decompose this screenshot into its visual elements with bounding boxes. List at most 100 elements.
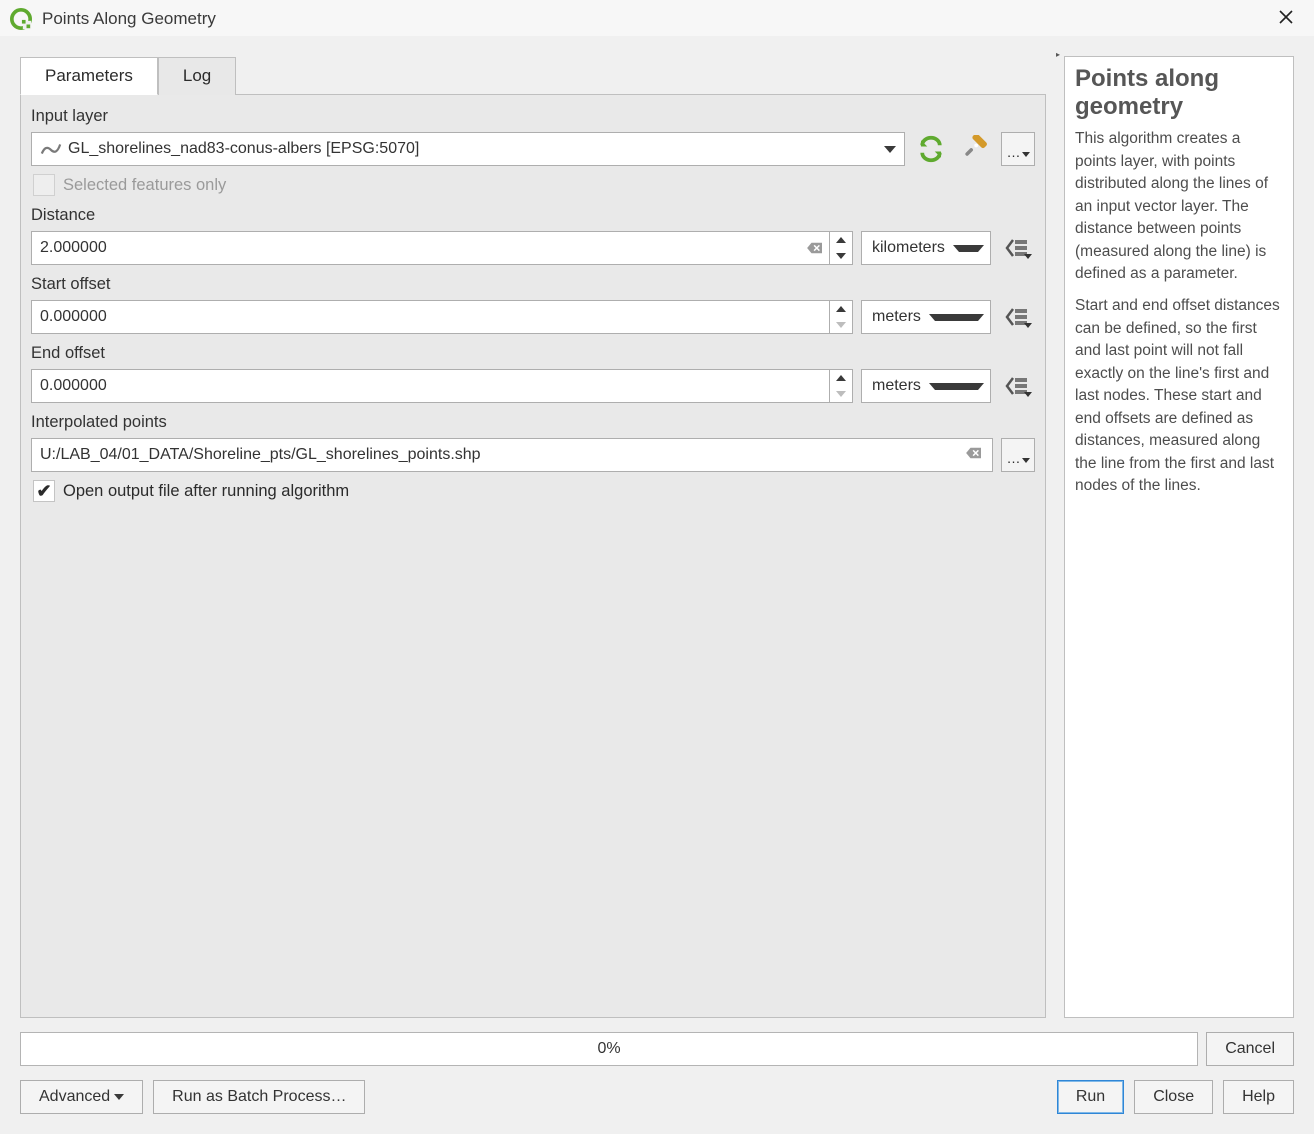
progress-bar: 0%: [20, 1032, 1198, 1066]
selected-features-label: Selected features only: [63, 176, 226, 195]
distance-units-value: kilometers: [872, 239, 945, 257]
data-defined-button[interactable]: [999, 369, 1035, 403]
run-button[interactable]: Run: [1057, 1080, 1124, 1114]
interpolated-row: U:/LAB_04/01_DATA/Shoreline_pts/GL_shore…: [31, 436, 1035, 474]
help-panel: Points along geometry This algorithm cre…: [1064, 56, 1294, 1018]
close-icon[interactable]: [1266, 8, 1306, 31]
chevron-down-icon: [929, 314, 984, 321]
clear-icon-placeholder: [801, 300, 829, 334]
spin-up-icon[interactable]: [830, 232, 852, 248]
end-offset-units-combo[interactable]: meters: [861, 369, 991, 403]
end-offset-spinbox: [31, 369, 853, 403]
selected-features-checkbox: [33, 174, 55, 196]
help-paragraph-2: Start and end offset distances can be de…: [1075, 295, 1283, 497]
end-offset-spin-arrows[interactable]: [829, 369, 853, 403]
splitter-handle[interactable]: [1052, 56, 1058, 1018]
chevron-down-icon: [114, 1094, 124, 1100]
spin-down-icon[interactable]: [830, 248, 852, 264]
open-output-label: Open output file after running algorithm: [63, 482, 349, 501]
distance-units-combo[interactable]: kilometers: [861, 231, 991, 265]
button-spacer: [375, 1080, 1046, 1114]
end-offset-row: meters: [31, 367, 1035, 405]
input-layer-combo[interactable]: GL_shorelines_nad83-conus-albers [EPSG:5…: [31, 132, 905, 166]
distance-spinbox: [31, 231, 853, 265]
chevron-down-icon: [1024, 254, 1032, 259]
chevron-down-icon: [953, 245, 984, 252]
progress-text: 0%: [598, 1040, 621, 1058]
run-batch-label: Run as Batch Process…: [172, 1088, 346, 1106]
start-offset-spinbox: [31, 300, 853, 334]
help-button[interactable]: Help: [1223, 1080, 1294, 1114]
advanced-label: Advanced: [39, 1088, 110, 1106]
run-batch-button[interactable]: Run as Batch Process…: [153, 1080, 365, 1114]
left-pane: Parameters Log Input layer GL_shorelines…: [20, 56, 1046, 1018]
distance-row: kilometers: [31, 229, 1035, 267]
interpolated-input[interactable]: U:/LAB_04/01_DATA/Shoreline_pts/GL_shore…: [31, 438, 993, 472]
tab-parameters-label: Parameters: [45, 66, 133, 85]
open-output-checkbox[interactable]: ✔: [33, 480, 55, 502]
end-offset-units-value: meters: [872, 377, 921, 395]
cancel-button[interactable]: Cancel: [1206, 1032, 1294, 1066]
clear-icon-placeholder: [801, 369, 829, 403]
chevron-down-icon: [1022, 152, 1030, 157]
spin-up-icon[interactable]: [830, 370, 852, 386]
input-layer-value: GL_shorelines_nad83-conus-albers [EPSG:5…: [68, 140, 874, 158]
qgis-logo-icon: [10, 8, 32, 30]
spin-down-icon[interactable]: [830, 317, 852, 333]
tab-log-label: Log: [183, 66, 211, 85]
chevron-down-icon: [1024, 392, 1032, 397]
end-offset-input[interactable]: [31, 369, 801, 403]
end-offset-label: End offset: [31, 340, 1035, 367]
data-defined-button[interactable]: [999, 300, 1035, 334]
help-paragraph-1: This algorithm creates a points layer, w…: [1075, 128, 1283, 285]
input-layer-row: GL_shorelines_nad83-conus-albers [EPSG:5…: [31, 130, 1035, 168]
iterate-button[interactable]: [913, 132, 949, 166]
button-row: Advanced Run as Batch Process… Run Close…: [20, 1080, 1294, 1114]
start-offset-label: Start offset: [31, 271, 1035, 298]
tab-log[interactable]: Log: [158, 57, 236, 95]
start-offset-input[interactable]: [31, 300, 801, 334]
start-offset-row: meters: [31, 298, 1035, 336]
data-defined-button[interactable]: [999, 231, 1035, 265]
bottom-bar: 0% Cancel Advanced Run as Batch Process……: [0, 1018, 1314, 1134]
line-layer-icon: [40, 140, 62, 158]
tab-parameters[interactable]: Parameters: [20, 57, 158, 95]
interpolated-label: Interpolated points: [31, 409, 1035, 436]
close-button[interactable]: Close: [1134, 1080, 1213, 1114]
tab-bar: Parameters Log: [20, 56, 1046, 95]
browse-output-button[interactable]: …: [1001, 438, 1035, 472]
ellipsis-icon: …: [1007, 450, 1021, 466]
chevron-down-icon: [929, 383, 984, 390]
start-offset-units-combo[interactable]: meters: [861, 300, 991, 334]
content-area: Parameters Log Input layer GL_shorelines…: [0, 36, 1314, 1018]
interpolated-value: U:/LAB_04/01_DATA/Shoreline_pts/GL_shore…: [40, 446, 958, 464]
help-title: Points along geometry: [1075, 65, 1283, 120]
chevron-down-icon: [1024, 323, 1032, 328]
clear-icon[interactable]: [801, 231, 829, 265]
cancel-label: Cancel: [1225, 1040, 1275, 1058]
start-offset-units-value: meters: [872, 308, 921, 326]
input-layer-label: Input layer: [31, 103, 1035, 130]
chevron-down-icon: [1022, 458, 1030, 463]
window-title: Points Along Geometry: [40, 9, 1258, 29]
clear-icon[interactable]: [964, 446, 984, 465]
selected-features-row: Selected features only: [31, 168, 1035, 202]
advanced-button[interactable]: Advanced: [20, 1080, 143, 1114]
open-output-row: ✔ Open output file after running algorit…: [31, 474, 1035, 508]
titlebar: Points Along Geometry: [0, 0, 1314, 36]
dialog-window: Points Along Geometry Parameters Log Inp…: [0, 0, 1314, 1134]
parameters-panel: Input layer GL_shorelines_nad83-conus-al…: [20, 95, 1046, 1018]
help-label: Help: [1242, 1088, 1275, 1106]
ellipsis-icon: …: [1007, 144, 1021, 160]
spin-up-icon[interactable]: [830, 301, 852, 317]
chevron-down-icon: [884, 146, 896, 153]
browse-input-button[interactable]: …: [1001, 132, 1035, 166]
distance-input[interactable]: [31, 231, 801, 265]
distance-label: Distance: [31, 202, 1035, 229]
advanced-options-button[interactable]: [957, 132, 993, 166]
close-label: Close: [1153, 1088, 1194, 1106]
spin-down-icon[interactable]: [830, 386, 852, 402]
distance-spin-arrows[interactable]: [829, 231, 853, 265]
progress-row: 0% Cancel: [20, 1032, 1294, 1066]
start-offset-spin-arrows[interactable]: [829, 300, 853, 334]
